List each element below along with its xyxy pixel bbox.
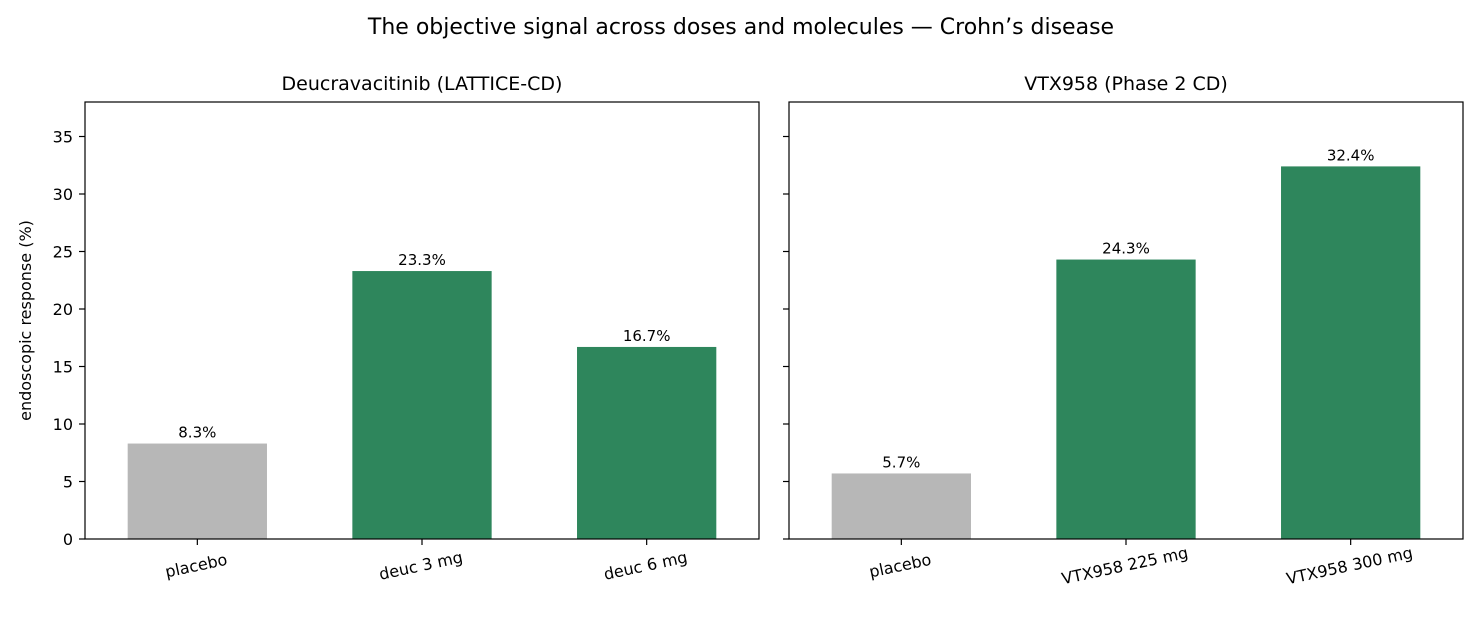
bar-vtx958-225-mg [1056,259,1196,539]
y-tick-label: 0 [63,530,73,549]
axes-frame [84,101,760,540]
y-tick-label: 20 [53,300,73,319]
axes-frame [788,101,1464,540]
chart-panel-1: Deucravacitinib (LATTICE-CD)8.3%placebo2… [16,73,760,584]
y-tick-label: 5 [63,473,73,492]
panels: Deucravacitinib (LATTICE-CD)8.3%placebo2… [16,73,1464,588]
y-tick-label: 15 [53,358,73,377]
data-label: 8.3% [178,424,216,442]
data-label: 5.7% [882,453,920,471]
bar-placebo [127,443,267,539]
y-tick-label: 10 [53,415,73,434]
data-label: 32.4% [1327,146,1375,164]
bar-deuc-3-mg [352,271,492,539]
panel-title: VTX958 (Phase 2 CD) [1024,73,1228,95]
bar-deuc-6-mg [577,346,717,539]
y-tick-label: 35 [53,128,73,147]
data-label: 23.3% [398,251,446,269]
panel-title: Deucravacitinib (LATTICE-CD) [282,73,563,95]
data-label: 24.3% [1102,240,1150,258]
bar-vtx958-300-mg [1281,166,1421,539]
y-axis-label: endoscopic response (%) [16,220,35,421]
figure-title: The objective signal across doses and mo… [367,15,1114,40]
bar-placebo [831,473,971,539]
y-tick-label: 30 [53,185,73,204]
y-tick-label: 25 [53,243,73,262]
data-label: 16.7% [623,327,671,345]
